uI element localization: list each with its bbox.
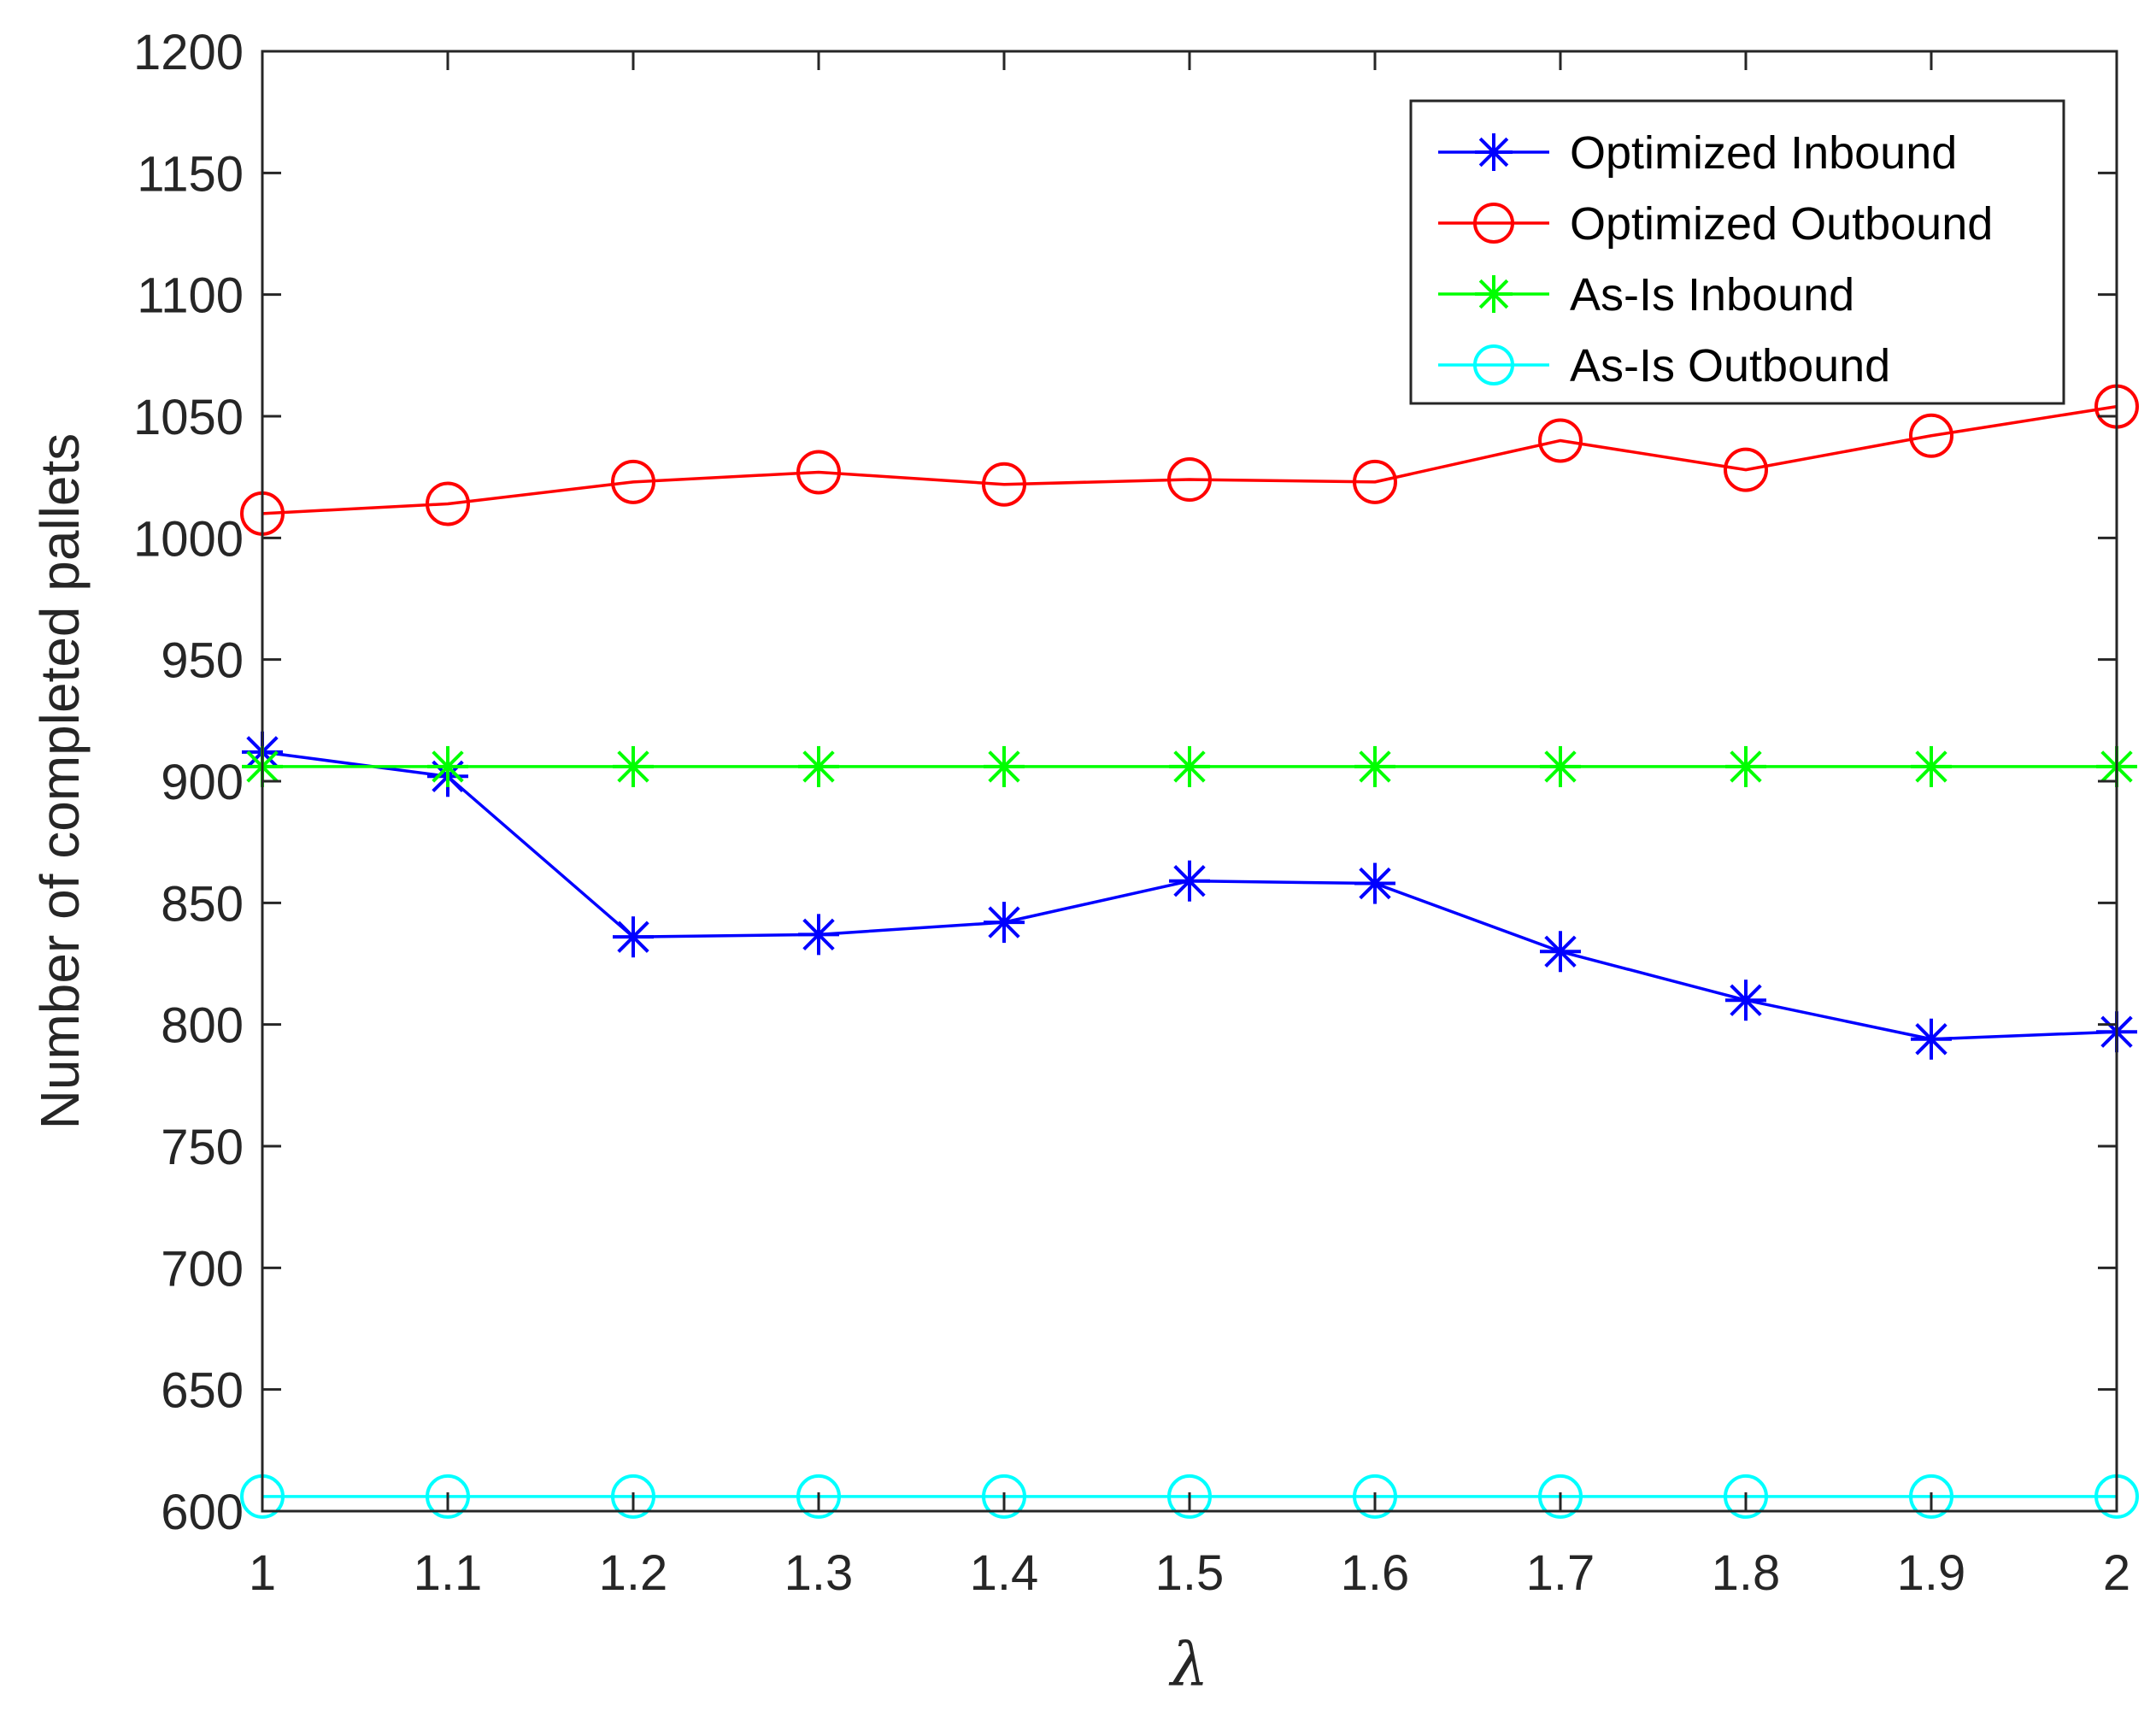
data-point-s3-1: [426, 1474, 470, 1519]
data-point-s3-8: [1724, 1474, 1768, 1519]
y-tick-label: 1100: [137, 268, 244, 324]
data-point-s2-9: [1911, 745, 1952, 787]
x-tick-label: 1.3: [784, 1545, 854, 1601]
x-tick-label: 1.5: [1155, 1545, 1225, 1601]
series-line-1: [261, 404, 2118, 515]
data-point-s2-8: [1725, 745, 1766, 787]
data-point-s3-6: [1353, 1474, 1397, 1519]
data-point-s1-1: [426, 481, 470, 527]
data-point-s3-4: [982, 1474, 1026, 1519]
legend-marker-0: [1475, 133, 1513, 171]
data-point-s0-6: [1354, 862, 1395, 904]
data-point-s3-2: [611, 1474, 655, 1519]
data-point-s2-7: [1540, 745, 1581, 787]
axes-layer: 1 1.1 1.2 1.3 1.4 1.5 1.6 1.7 1.8 1.9 2 600 650 700 75…: [133, 25, 2130, 1601]
data-point-s2-3: [798, 745, 839, 787]
legend-label-1: Optimized Outbound: [1570, 198, 1993, 250]
y-tick-label: 1150: [137, 146, 244, 202]
y-tick-label: 1000: [133, 511, 244, 567]
x-tick-label: 1.2: [599, 1545, 668, 1601]
x-tick-label: 1.4: [970, 1545, 1039, 1601]
data-point-s2-5: [1169, 745, 1210, 787]
y-tick-label: 800: [161, 998, 244, 1054]
data-point-s3-9: [1909, 1474, 1953, 1519]
x-tick-label: 1.8: [1712, 1545, 1781, 1601]
data-point-s1-7: [1538, 418, 1583, 463]
data-point-s1-2: [611, 459, 655, 504]
data-point-s1-8: [1724, 447, 1768, 492]
y-tick-label: 650: [161, 1363, 244, 1419]
legend-marker-2: [1475, 275, 1513, 313]
legend-label-3: As-Is Outbound: [1570, 340, 1890, 391]
data-point-s0-3: [798, 914, 839, 956]
data-point-s3-3: [796, 1474, 841, 1519]
x-tick-label: 1.6: [1341, 1545, 1410, 1601]
x-tick-label: 1.7: [1526, 1545, 1595, 1601]
y-tick-label: 950: [161, 633, 244, 689]
x-tick-label: 1.9: [1897, 1545, 1966, 1601]
legend: Optimized Inbound Optimized Outbound As-Is…: [1409, 99, 2065, 405]
y-tick-label: 1200: [133, 25, 244, 80]
data-point-s0-7: [1540, 931, 1581, 973]
data-point-s0-5: [1169, 860, 1210, 902]
x-axis-label: λ: [1168, 1630, 1208, 1700]
data-point-s2-6: [1354, 745, 1395, 787]
data-point-s1-9: [1909, 413, 1953, 458]
legend-marker-3: [1473, 344, 1514, 385]
data-point-s3-7: [1538, 1474, 1583, 1519]
data-point-s2-2: [613, 745, 654, 787]
data-point-s1-4: [982, 462, 1026, 507]
data-point-s2-1: [427, 745, 468, 787]
y-tick-label: 1050: [133, 390, 244, 445]
data-point-s1-3: [796, 450, 841, 495]
data-point-s3-5: [1167, 1474, 1212, 1519]
data-point-s2-4: [984, 745, 1025, 787]
y-axis-label: Number of completed pallets: [29, 433, 91, 1130]
data-point-s0-8: [1725, 980, 1766, 1021]
y-tick-label: 850: [161, 876, 244, 932]
x-tick-label: 1.1: [414, 1545, 483, 1601]
y-tick-label: 700: [161, 1241, 244, 1297]
y-tick-label: 600: [161, 1485, 244, 1540]
legend-label-2: As-Is Inbound: [1570, 269, 1854, 321]
data-point-s0-4: [984, 902, 1025, 944]
y-tick-label: 750: [161, 1120, 244, 1175]
x-tick-label: 1: [249, 1545, 276, 1601]
data-point-s0-9: [1911, 1018, 1952, 1060]
legend-label-0: Optimized Inbound: [1570, 127, 1957, 179]
data-point-s1-6: [1353, 459, 1397, 504]
x-tick-label: 2: [2103, 1545, 2130, 1601]
legend-marker-1: [1473, 203, 1514, 244]
y-tick-label: 900: [161, 755, 244, 810]
data-point-s1-5: [1167, 457, 1212, 503]
data-point-s0-2: [613, 916, 654, 958]
